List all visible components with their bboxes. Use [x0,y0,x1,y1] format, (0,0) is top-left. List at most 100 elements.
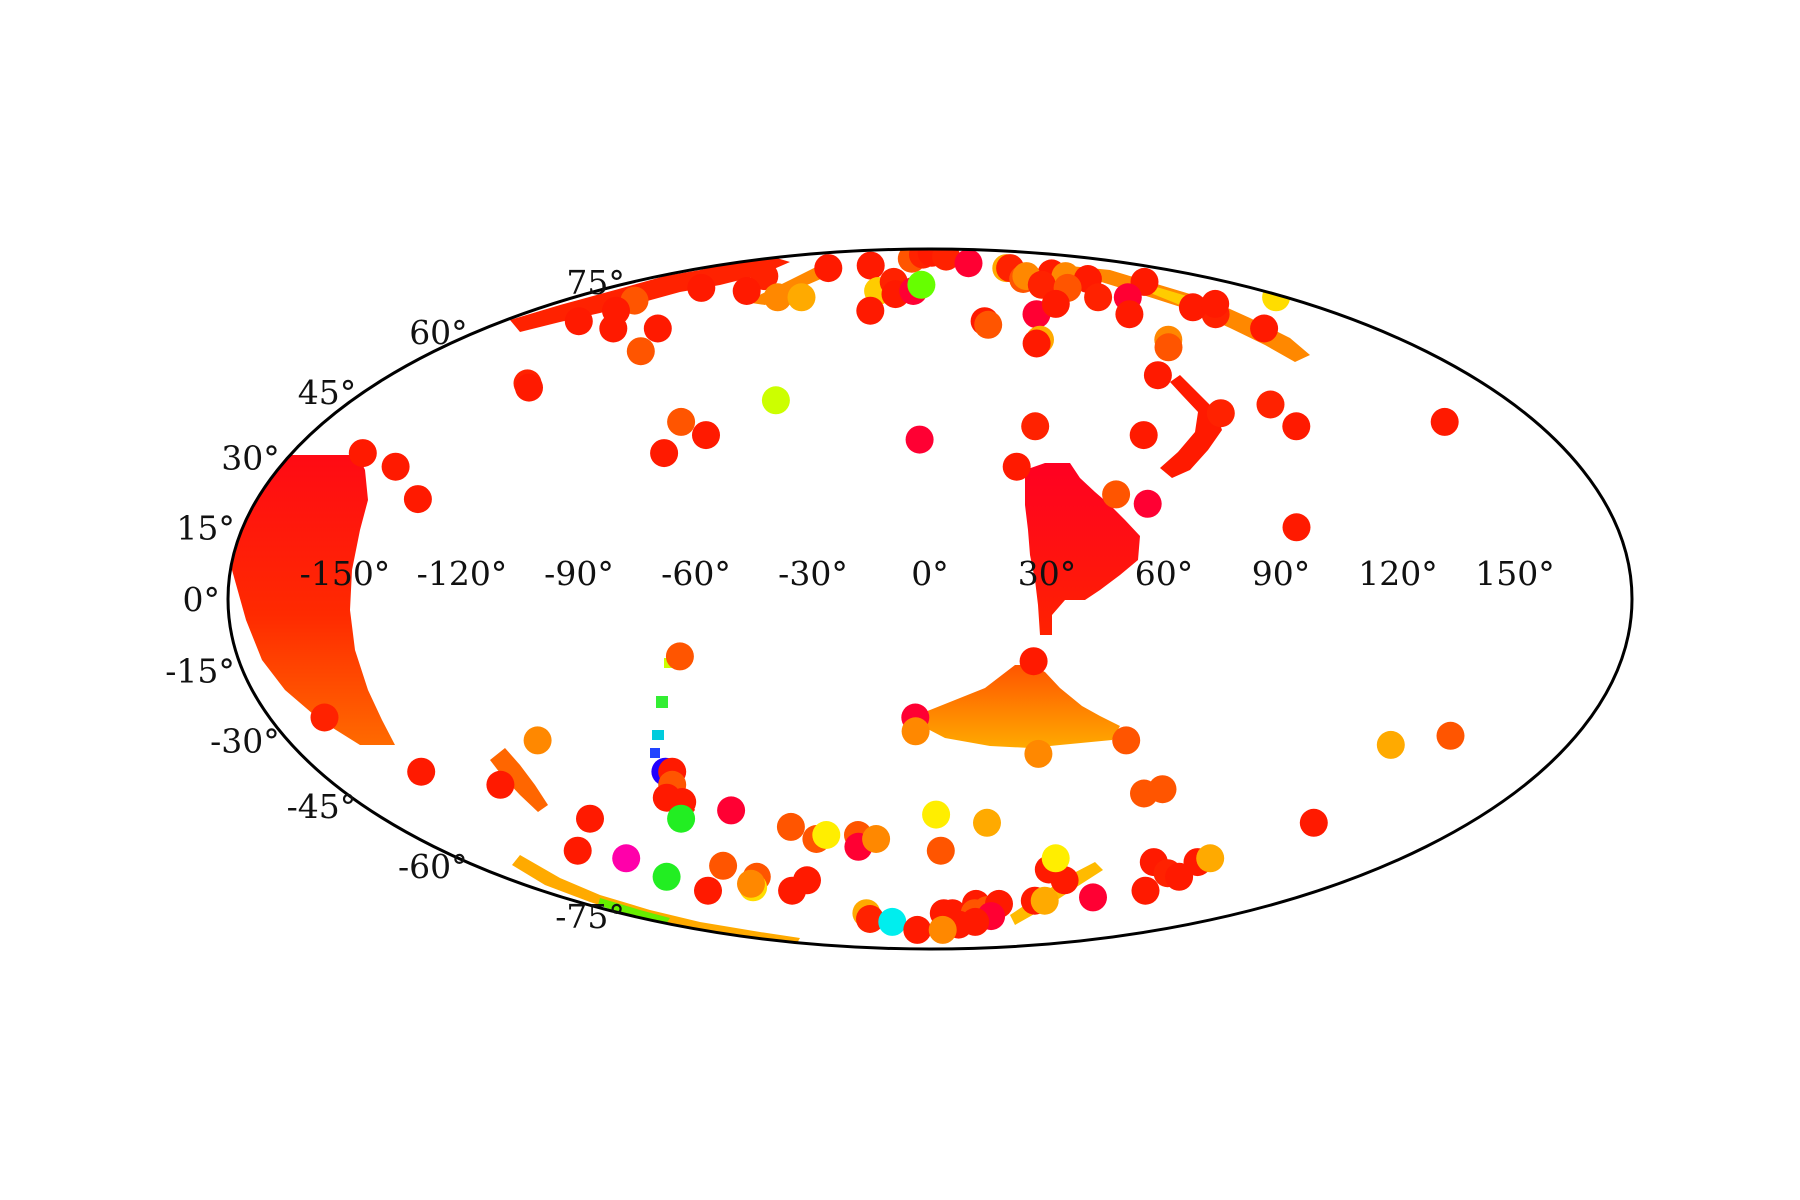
data-point [812,821,841,849]
data-point [709,851,738,880]
data-point [650,439,679,468]
south-arc-west [512,855,800,945]
data-point [1436,721,1465,750]
lon-tick-label: 120° [1358,554,1438,593]
data-point [717,796,746,825]
data-point [1154,333,1183,362]
data-point [1256,390,1285,419]
data-point [643,314,672,343]
data-point [793,866,821,895]
data-point [1250,314,1279,343]
data-point [667,804,696,833]
data-point [652,862,681,891]
north-africa-patch [1025,463,1140,635]
data-point [1282,412,1311,441]
data-point [515,373,543,402]
data-point [907,270,936,299]
data-point [626,337,655,366]
strip-blue [650,748,660,758]
data-point [1143,361,1172,390]
south-atlantic-patch [920,665,1120,748]
latitude-tick-labels: -75° -60° -45°-30° -15° 0° 15° 30° 45° 60° 75° [165,263,625,936]
data-point [1021,412,1050,441]
longitude-tick-labels: -150° -120° -90° -60° -30° 0° 30° 60° 90° 120° 150… [300,554,1555,593]
map-boundary [226,247,1634,951]
data-point [1282,513,1311,542]
data-point [1024,739,1053,768]
data-point [667,407,696,436]
data-point [1430,407,1459,436]
lon-tick-label: 150° [1475,554,1555,593]
data-point [973,808,1001,837]
data-point [905,425,934,454]
strip-cyan [652,730,664,740]
data-point [665,642,694,671]
north-arc-east-chain [1160,375,1222,478]
data-point [1079,883,1107,912]
lat-tick-label: 0° [183,580,221,619]
data-point [787,283,816,312]
data-point [1196,844,1225,873]
lat-tick-label: 60° [409,313,468,352]
south-arc-west-green [598,898,670,924]
lat-tick-label: 75° [566,263,625,302]
west-limb-patch [228,455,395,745]
data-point [1084,283,1113,312]
data-points [310,249,1465,944]
data-point [1019,647,1048,676]
data-point [1201,289,1230,318]
data-point [1041,844,1070,873]
data-point [564,307,593,336]
data-point [1022,329,1051,358]
data-point [737,869,765,898]
data-point [1131,876,1160,905]
lon-tick-label: -30° [778,554,848,593]
data-point [1030,886,1059,915]
data-point [310,703,339,732]
data-point [903,915,932,944]
data-point [1206,399,1235,428]
data-point [1165,862,1194,891]
data-point [407,757,436,786]
data-point [922,800,951,829]
data-point [856,251,885,280]
data-point [814,254,843,283]
data-point [856,905,884,933]
lon-tick-label: 30° [1018,554,1077,593]
data-point [856,296,885,325]
data-point [1299,808,1328,837]
data-point [878,907,907,936]
lon-tick-label: -60° [661,554,731,593]
data-point [1115,300,1144,329]
lon-tick-label: -150° [300,554,391,593]
lat-tick-label: 30° [221,439,280,478]
data-point [926,836,955,865]
data-point [1112,726,1141,755]
data-point [1376,730,1405,759]
data-point [974,310,1003,339]
data-point [928,915,957,944]
lat-tick-label: -15° [165,652,235,691]
data-point [599,314,628,343]
lat-tick-label: -45° [287,787,357,826]
arc-bands [490,256,1310,945]
lon-tick-label: -90° [544,554,614,593]
data-point [1178,293,1207,322]
data-point [612,844,641,873]
lat-tick-label: 15° [176,508,235,547]
lat-tick-label: -30° [210,721,280,760]
lat-tick-label: 45° [298,373,357,412]
lat-tick-label: -60° [398,847,468,886]
data-point [761,386,790,415]
lon-tick-label: 0° [911,554,949,593]
data-point [901,717,930,746]
data-point [403,485,432,514]
data-point [1102,480,1131,509]
data-point [1002,452,1031,481]
filled-regions [228,455,1140,748]
data-point [694,876,722,905]
data-point [381,452,410,481]
strip-green [656,696,668,708]
data-point [1133,489,1162,518]
